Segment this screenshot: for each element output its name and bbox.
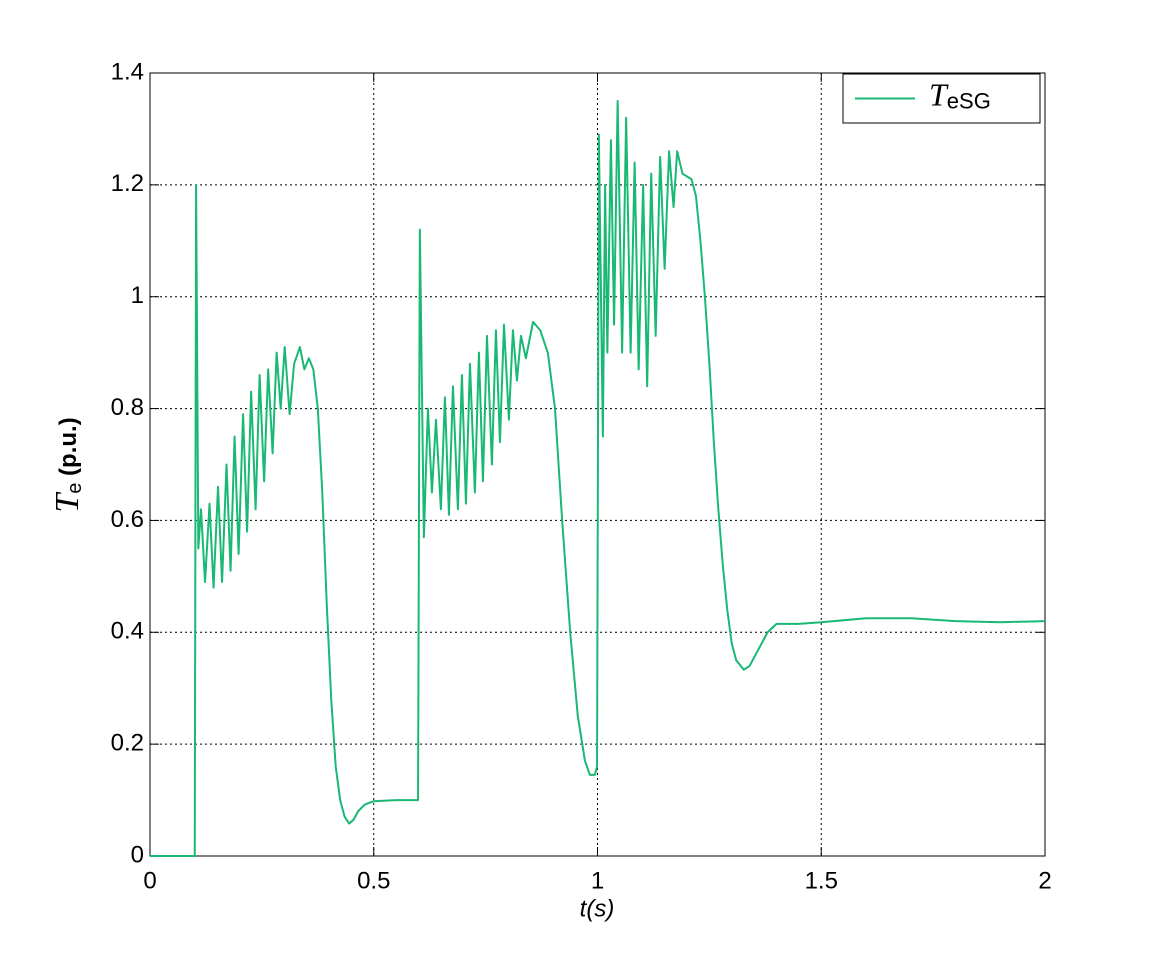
data-line xyxy=(150,99,1046,857)
x-tick-label: 1.5 xyxy=(805,867,838,894)
y-label-subscript: e xyxy=(64,483,86,494)
y-axis-label: Te (p.u.) xyxy=(49,417,86,512)
y-tick-label: 0.6 xyxy=(111,506,144,533)
x-tick-label: 1 xyxy=(591,867,604,894)
x-tick-label: 0.5 xyxy=(357,867,390,894)
y-label-unit: (p.u.) xyxy=(55,417,82,482)
x-tick-label: 2 xyxy=(1038,867,1051,894)
y-label-symbol: T xyxy=(49,492,86,513)
y-tick-label: 0.4 xyxy=(111,618,144,645)
y-tick-label: 1.4 xyxy=(111,58,144,85)
legend-label: TeSG xyxy=(929,77,991,113)
y-tick-label: 0 xyxy=(131,841,144,868)
legend-symbol: T xyxy=(929,77,949,113)
y-tick-label: 0.8 xyxy=(111,394,144,421)
x-tick-label: 0 xyxy=(143,867,156,894)
legend-rest: eSG xyxy=(947,88,991,113)
y-tick-label: 1 xyxy=(131,282,144,309)
y-tick-label: 1.2 xyxy=(111,170,144,197)
y-tick-label: 0.2 xyxy=(111,729,144,756)
plot-frame xyxy=(149,72,1046,857)
x-axis-label: t(s) xyxy=(580,895,615,922)
